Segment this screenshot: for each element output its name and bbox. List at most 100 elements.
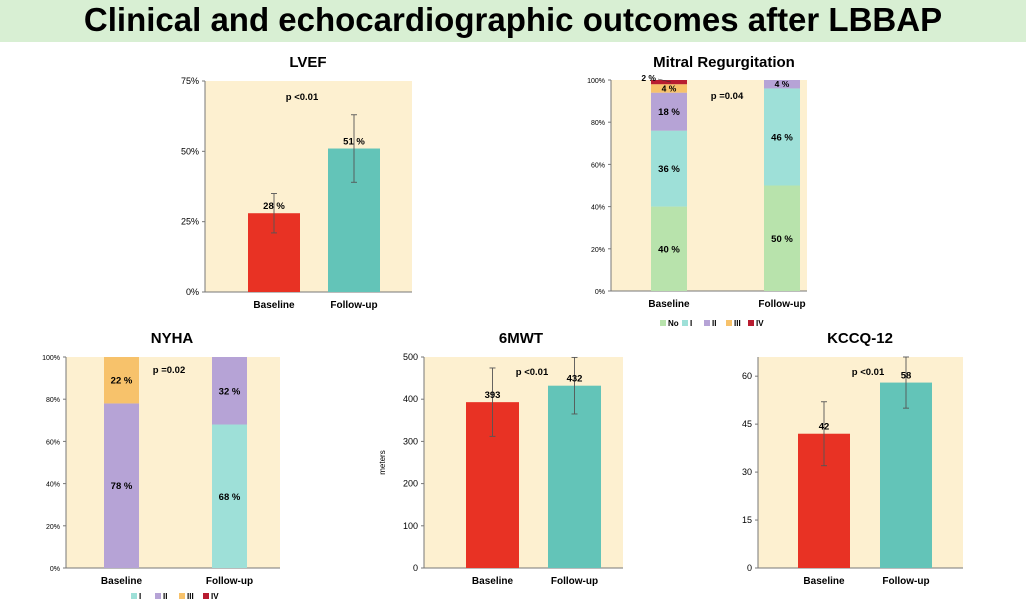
lvef-data-label: 28 % (263, 201, 285, 212)
kccq-y-tick-label: 0 (747, 563, 752, 573)
mr-bar-segment-no (651, 206, 687, 291)
nyha-legend-swatch-ii (155, 593, 161, 599)
smwt-title: 6MWT (499, 330, 543, 347)
mr-title: Mitral Regurgitation (653, 54, 795, 71)
nyha-data-label: 32 % (219, 386, 241, 397)
mr-legend-label: No (668, 319, 679, 328)
mr-data-label: 2 % (641, 73, 656, 83)
mr-bar-segment-ii (651, 92, 687, 131)
nyha-data-label: 78 % (111, 481, 133, 492)
mr-y-tick-label: 40% (591, 205, 605, 212)
lvef-plot-area (205, 81, 412, 292)
kccq-title: KCCQ-12 (827, 330, 893, 347)
nyha-y-tick-label: 100% (42, 355, 60, 362)
kccq-data-label: 58 (901, 371, 912, 382)
nyha-x-category-label: Baseline (101, 576, 143, 587)
mr-legend-label: III (734, 319, 741, 328)
lvef-y-tick-label: 25% (181, 217, 199, 227)
nyha-legend-label: I (139, 592, 141, 601)
mr-bar-segment-ii (764, 80, 800, 89)
mr-bar-segment-i (651, 130, 687, 207)
nyha-bar-segment-iii (104, 357, 139, 404)
mr-y-tick-label: 0% (595, 289, 605, 296)
nyha-title: NYHA (151, 330, 194, 347)
nyha-bar-segment-ii (212, 357, 247, 425)
nyha-bar-segment-i (212, 424, 247, 568)
smwt-bar (548, 385, 601, 568)
nyha-plot-area (66, 357, 280, 568)
mr-pvalue: p =0.04 (711, 91, 744, 102)
lvef-y-tick-label: 75% (181, 76, 199, 86)
smwt-data-label: 393 (485, 390, 501, 401)
nyha-y-tick-label: 40% (46, 482, 60, 489)
nyha-bar-segment-ii (104, 403, 139, 568)
nyha-legend-swatch-iii (179, 593, 185, 599)
nyha-legend-label: III (187, 592, 194, 601)
lvef-x-category-label: Follow-up (330, 300, 377, 311)
title-banner (0, 0, 1026, 42)
smwt-data-label: 432 (567, 374, 583, 385)
mr-y-tick-label: 20% (591, 247, 605, 254)
mr-data-label: 4 % (775, 79, 790, 89)
nyha-legend-label: II (163, 592, 167, 601)
kccq-plot-area (758, 357, 963, 568)
mr-legend-swatch-i (682, 320, 688, 326)
mr-bar-segment-i (764, 88, 800, 186)
nyha-y-tick-label: 20% (46, 524, 60, 531)
kccq-y-tick-label: 15 (742, 515, 752, 525)
mr-bar-segment-iii (651, 84, 687, 93)
nyha-x-category-label: Follow-up (206, 576, 253, 587)
kccq-bar (880, 382, 932, 568)
lvef-x-category-label: Baseline (253, 300, 295, 311)
mr-data-label: 50 % (771, 234, 793, 245)
mr-legend-label: II (712, 319, 716, 328)
nyha-data-label: 22 % (111, 376, 133, 387)
kccq-y-tick-label: 30 (742, 467, 752, 477)
mr-x-category-label: Follow-up (758, 299, 805, 310)
mr-y-tick-label: 60% (591, 162, 605, 169)
kccq-pvalue: p <0.01 (852, 367, 885, 378)
smwt-x-category-label: Follow-up (551, 576, 598, 587)
smwt-y-tick-label: 400 (403, 394, 418, 404)
mr-legend-swatch-iv (748, 320, 754, 326)
kccq-x-category-label: Baseline (803, 576, 845, 587)
mr-bar-segment-no (764, 185, 800, 291)
nyha-y-tick-label: 80% (46, 397, 60, 404)
lvef-y-tick-label: 0% (186, 287, 199, 297)
lvef-pvalue: p <0.01 (286, 92, 319, 103)
mr-y-tick-label: 100% (587, 78, 605, 85)
mr-legend-swatch-no (660, 320, 666, 326)
kccq-data-label: 42 (819, 422, 830, 433)
smwt-y-tick-label: 0 (413, 563, 418, 573)
smwt-x-category-label: Baseline (472, 576, 514, 587)
mr-legend-swatch-ii (704, 320, 710, 326)
mr-bar-segment-iv (651, 80, 687, 85)
kccq-x-category-label: Follow-up (882, 576, 929, 587)
smwt-y-tick-label: 100 (403, 521, 418, 531)
kccq-y-tick-label: 60 (742, 371, 752, 381)
mr-data-label: 4 % (662, 83, 677, 93)
smwt-pvalue: p <0.01 (516, 367, 549, 378)
kccq-y-tick-label: 45 (742, 419, 752, 429)
nyha-pvalue: p =0.02 (153, 365, 185, 376)
mr-y-tick-label: 80% (591, 120, 605, 127)
smwt-y-tick-label: 300 (403, 436, 418, 446)
mr-x-category-label: Baseline (648, 299, 690, 310)
nyha-legend-swatch-i (131, 593, 137, 599)
mr-legend-swatch-iii (726, 320, 732, 326)
lvef-data-label: 51 % (343, 137, 365, 148)
nyha-legend-label: IV (211, 592, 219, 601)
mr-data-label: 36 % (658, 164, 680, 175)
mr-data-label: 18 % (658, 107, 680, 118)
mr-legend-label: IV (756, 319, 764, 328)
nyha-legend-swatch-iv (203, 593, 209, 599)
mr-data-label: 40 % (658, 244, 680, 255)
nyha-data-label: 68 % (219, 492, 241, 503)
mr-data-label: 46 % (771, 132, 793, 143)
nyha-y-tick-label: 0% (50, 566, 60, 573)
mr-label-leader (657, 78, 672, 83)
page-title: Clinical and echocardiographic outcomes … (83, 1, 943, 38)
lvef-y-tick-label: 50% (181, 146, 199, 156)
smwt-y-tick-label: 500 (403, 352, 418, 362)
